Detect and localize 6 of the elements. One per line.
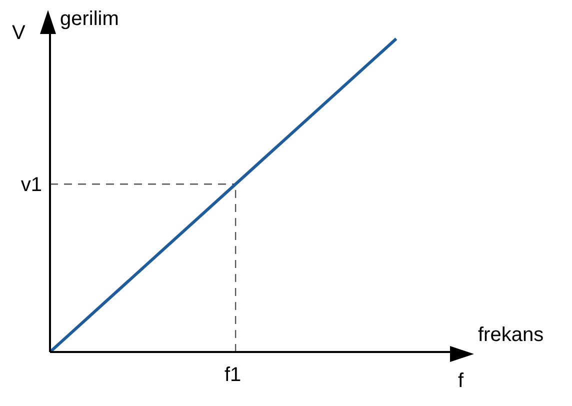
- ref-line-label: v1: [20, 174, 42, 196]
- y-axis-title: gerilim: [60, 8, 119, 30]
- x-axis-title: frekans: [478, 324, 544, 346]
- text: f1: [224, 364, 242, 386]
- annotation: V: [12, 22, 26, 44]
- text: f: [458, 370, 464, 392]
